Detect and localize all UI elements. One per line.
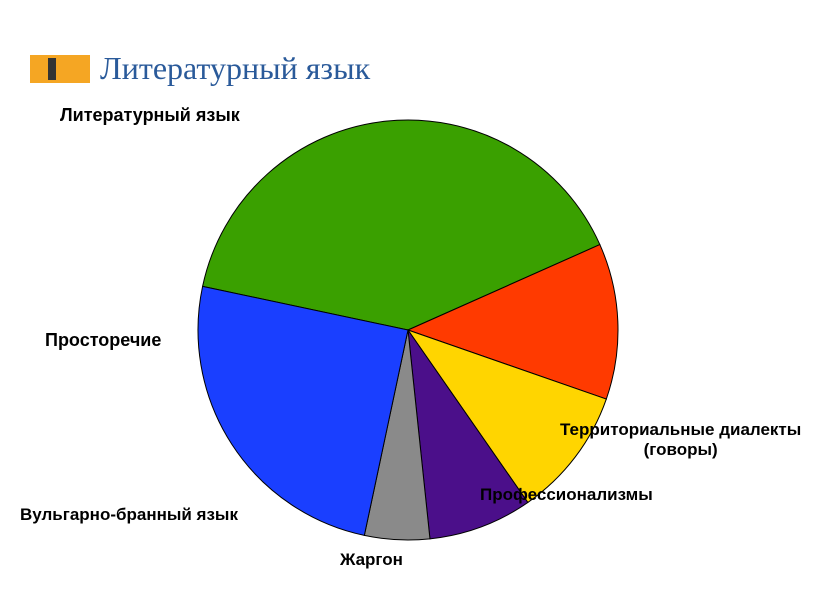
pie-chart-container: Литературный язык Территориальные диалект… — [0, 80, 816, 600]
pie-slice-label: Литературный язык — [60, 105, 240, 127]
title-accent-line — [48, 58, 56, 80]
pie-slice-label: Просторечие — [45, 330, 161, 352]
pie-slice-label: Профессионализмы — [480, 485, 653, 505]
title-accent-block — [30, 55, 90, 83]
pie-slice-label: Жаргон — [340, 550, 403, 570]
pie-slice-label: Территориальные диалекты(говоры) — [560, 420, 801, 461]
pie-slice-label: Вульгарно-бранный язык — [20, 505, 238, 525]
